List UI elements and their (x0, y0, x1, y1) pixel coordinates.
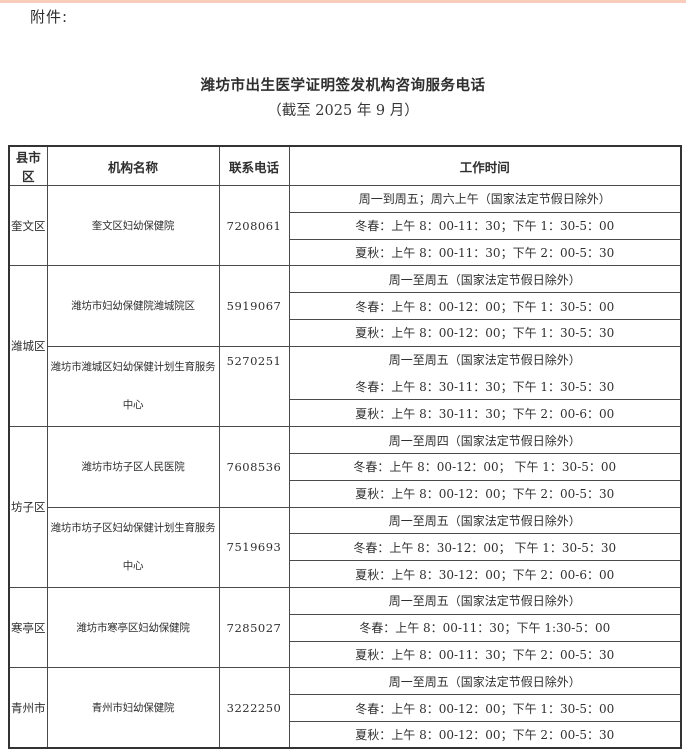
hours-row: 夏秋：上午 8：30-12：00；下午 2：00-6：00 (9, 560, 682, 588)
working-hours-cell: 周一至周五（国家法定节假日除外） (288, 506, 682, 535)
phone-cell: 7519693 (218, 506, 290, 588)
hours-row: 夏秋：上午 8：00-11：30；下午 2：00-5：30 (9, 640, 682, 669)
district-cell: 奎文区 (8, 184, 48, 267)
working-hours-cell: 冬春：上午 8：00-11：30；下午 1：30-5：00 (288, 211, 682, 240)
header-institution: 机构名称 (46, 145, 220, 186)
institution-name-cell: 奎文区妇幼保健院 (46, 184, 220, 267)
phone-cell: 5270251 (218, 345, 290, 428)
phone-cell: 7285027 (218, 586, 290, 669)
institution-name-cell: 潍坊市坊子区人民医院 (46, 426, 220, 508)
working-hours-cell: 周一至周五（国家法定节假日除外） (288, 345, 682, 374)
district-cell: 坊子区 (8, 426, 48, 588)
institution-name-cell: 潍坊市寒亭区妇幼保健院 (46, 586, 220, 669)
hours-row: 青州市 青州市妇幼保健院 3222250 周一至周五（国家法定节假日除外） (8, 667, 682, 749)
phone-cell: 3222250 (218, 667, 290, 749)
working-hours-cell: 夏秋：上午 8：00-12：00；下午 2：00-5：30 (288, 479, 682, 508)
phone-cell: 7608536 (218, 426, 290, 508)
district-cell: 青州市 (8, 667, 48, 749)
hours-row: 寒亭区 潍坊市寒亭区妇幼保健院 7285027 周一至周五（国家法定节假日除外） (8, 586, 682, 669)
institution-name-cell: 潍坊市坊子区妇幼保健计划生育服务 中心 (46, 506, 220, 588)
working-hours-cell: 夏秋：上午 8：00-12：00；下午 1：30-5：30 (288, 318, 682, 347)
district-cell: 潍城区 (8, 265, 48, 428)
working-hours-cell: 夏秋：上午 8：00-11：30；下午 2：00-5：30 (288, 238, 682, 267)
working-hours-cell: 周一至周五（国家法定节假日除外） (288, 586, 682, 615)
working-hours-cell: 冬春：上午 8：00-11：30；下午 1:30-5：00 (288, 613, 682, 642)
working-hours-cell: 夏秋：上午 8：30-12：00；下午 2：00-6：00 (288, 560, 682, 588)
hours-row: 潍坊市坊子区妇幼保健计划生育服务 中心 7519693 周一至周五（国家法定节假日除外… (9, 506, 682, 588)
top-accent-line (0, 0, 686, 3)
hours-row: 潍坊市潍城区妇幼保健计划生育服务 中心 5270251 周一至周五（国家法定节假日除外… (9, 345, 682, 428)
hours-row: 潍城区 潍坊市妇幼保健院潍城院区 5919067 周一至周五（国家法定节假日除外） (8, 265, 682, 428)
district-cell: 寒亭区 (8, 586, 48, 669)
hours-row: 冬春：上午 8：30-12：00； 下午 1：30-5：30 (9, 533, 682, 562)
hours-row: 奎文区 奎文区妇幼保健院 7208061 周一到周五；周六上午（国家法定节假日除外） (8, 184, 682, 267)
working-hours-cell: 周一至周四（国家法定节假日除外） (288, 426, 682, 454)
hours-row: 坊子区 潍坊市坊子区人民医院 7608536 周一至周四（国家法定节假日除外） (8, 426, 682, 588)
header-phone: 联系电话 (218, 145, 290, 186)
working-hours-cell: 冬春：上午 8：00-12：00；下午 1：30-5：00 (288, 694, 682, 722)
phone-cell: 5919067 (218, 265, 290, 347)
working-hours-cell: 冬春：上午 8：30-12：00； 下午 1：30-5：30 (288, 533, 682, 562)
institution-name-cell: 潍坊市潍城区妇幼保健计划生育服务 中心 (46, 345, 220, 428)
institutions-table: 县市区 机构名称 联系电话 工作时间 奎文区 奎文区妇幼保健院 7208061 周一到… (8, 145, 682, 749)
working-hours-cell: 冬春：上午 8：30-11：30；下午 1：30-5：30 (288, 373, 682, 401)
working-hours-cell: 周一至周五（国家法定节假日除外） (288, 265, 682, 294)
working-hours-cell: 冬春：上午 8：00-12：00； 下午 1：30-5：00 (288, 452, 682, 481)
institution-name-cell: 潍坊市妇幼保健院潍城院区 (46, 265, 220, 347)
institution-name-cell: 青州市妇幼保健院 (46, 667, 220, 749)
attachment-label: 附件: (30, 8, 69, 26)
working-hours-cell: 周一到周五；周六上午（国家法定节假日除外） (288, 185, 682, 213)
table-header-row: 县市区 机构名称 联系电话 工作时间 (8, 145, 682, 186)
hours-row: 冬春：上午 8：00-12：00； 下午 1：30-5：00 (9, 452, 682, 481)
working-hours-cell: 周一至周五（国家法定节假日除外） (288, 667, 682, 696)
hours-row: 冬春：上午 8：00-11：30；下午 1：30-5：00 (9, 211, 682, 240)
working-hours-cell: 夏秋：上午 8：00-11：30；下午 2：00-5：30 (288, 640, 682, 669)
working-hours-cell: 夏秋：上午 8：30-11：30；下午 2：00-6：00 (288, 399, 682, 428)
hours-row: 夏秋：上午 8：00-12：00；下午 2：00-5：30 (9, 479, 682, 508)
working-hours-cell: 夏秋：上午 8：00-12：00；下午 2：00-5：30 (288, 720, 682, 749)
hours-row: 夏秋：上午 8：00-11：30；下午 2：00-5：30 (9, 238, 682, 267)
hours-row: 夏秋：上午 8：00-12：00；下午 1：30-5：30 (9, 318, 682, 347)
page-subtitle: （截至 2025 年 9 月） (267, 103, 419, 119)
header-working-hours: 工作时间 (288, 145, 682, 186)
header-district: 县市区 (8, 145, 48, 186)
page-title: 潍坊市出生医学证明签发机构咨询服务电话 (200, 78, 486, 94)
working-hours-cell: 冬春：上午 8：00-12：00；下午 1：30-5：00 (288, 292, 682, 320)
phone-cell: 7208061 (218, 184, 290, 267)
